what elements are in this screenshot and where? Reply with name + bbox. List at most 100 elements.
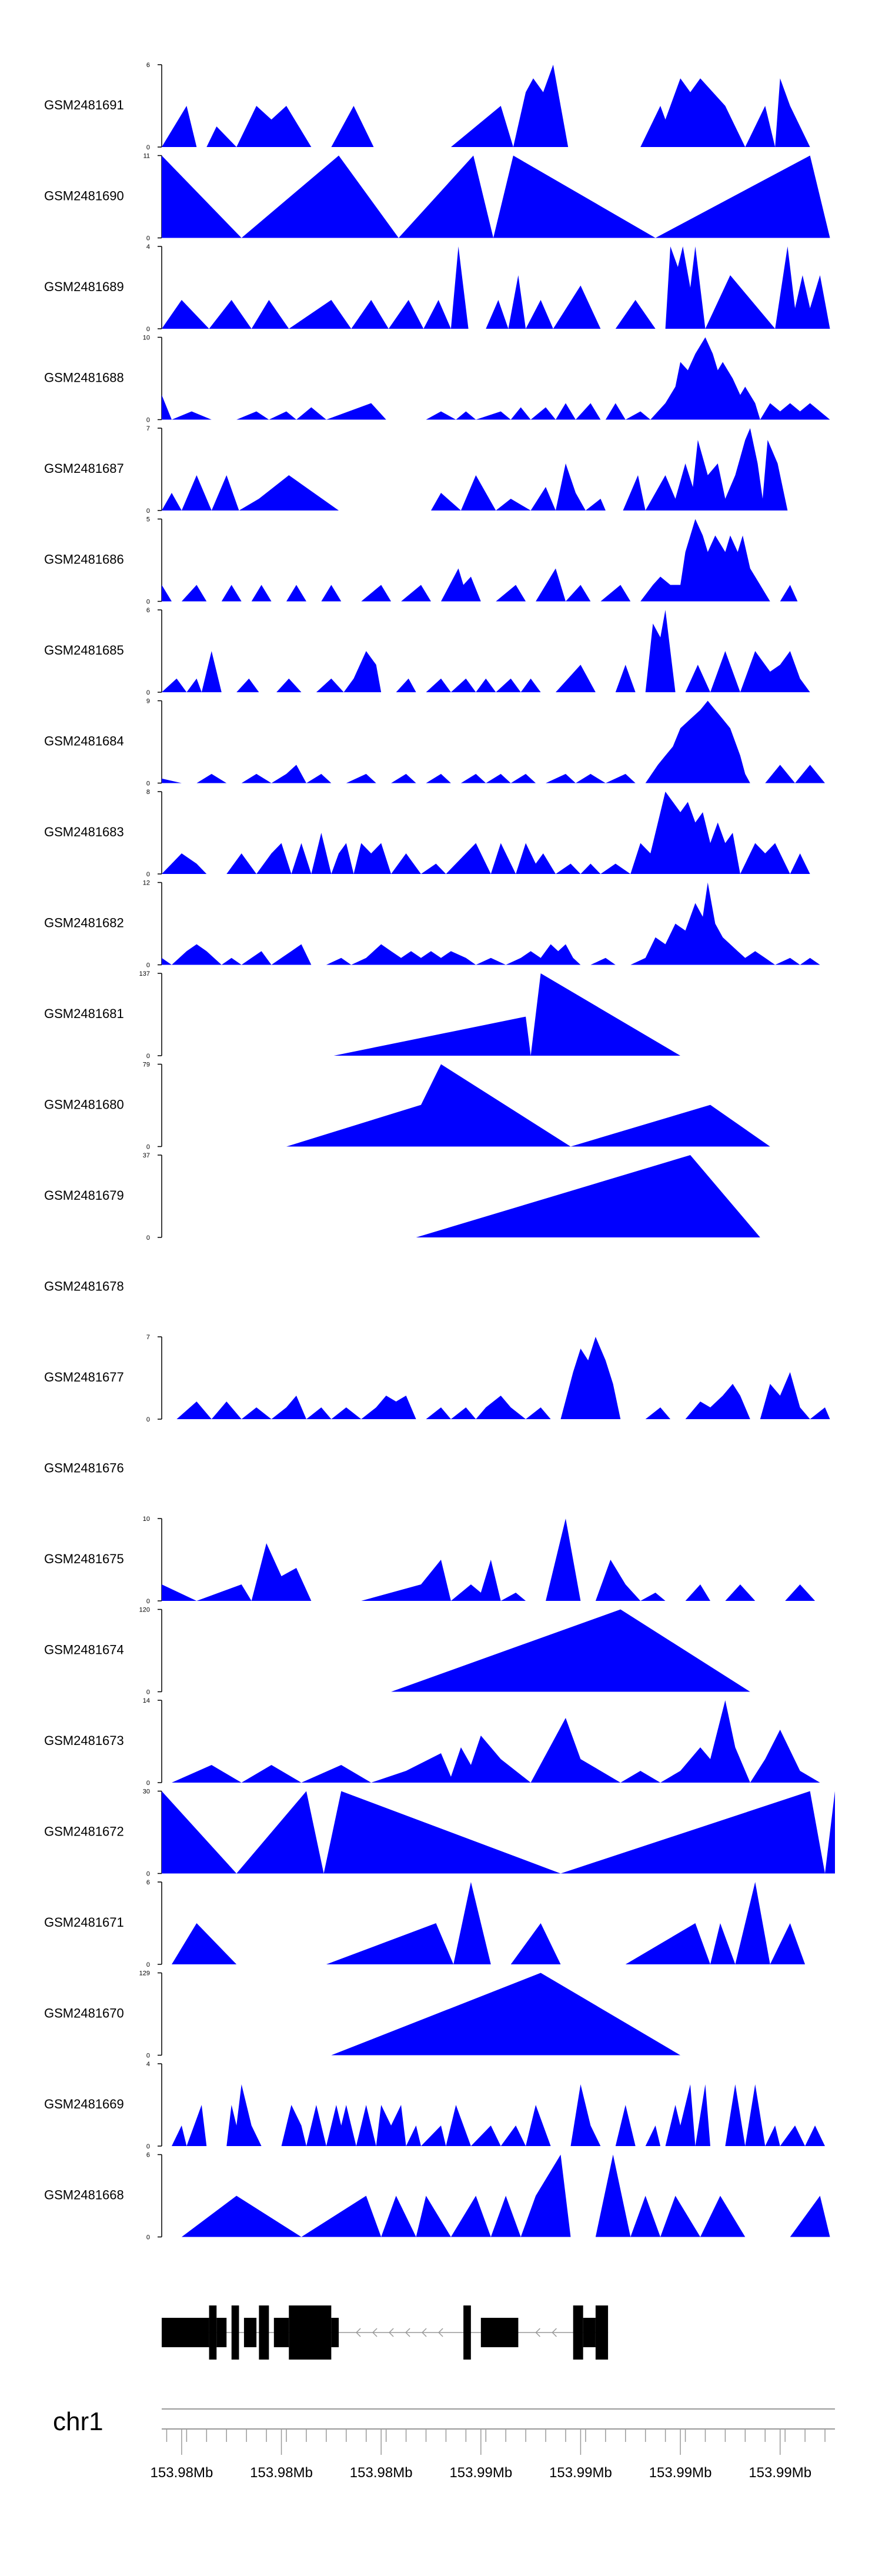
strand-arrow bbox=[389, 2328, 394, 2337]
track-GSM2481674: GSM2481674 120 0 bbox=[44, 1607, 750, 1696]
track-GSM2481670: GSM2481670 129 0 bbox=[44, 1970, 681, 2060]
coverage-area bbox=[391, 1609, 750, 1692]
track-GSM2481677: GSM2481677 7 0 bbox=[44, 1334, 830, 1423]
track-GSM2481668: GSM2481668 6 0 bbox=[44, 2152, 830, 2241]
coverage-area bbox=[162, 519, 810, 602]
y-axis-max-label: 9 bbox=[146, 698, 150, 705]
y-axis-min-label: 0 bbox=[146, 508, 150, 515]
strand-arrow bbox=[438, 2328, 443, 2337]
y-axis-max-label: 11 bbox=[143, 153, 150, 160]
track-GSM2481684: GSM2481684 9 0 bbox=[44, 698, 825, 788]
track-label: GSM2481681 bbox=[44, 1006, 124, 1021]
exon bbox=[289, 2305, 332, 2360]
coverage-area bbox=[162, 1519, 816, 1601]
exon bbox=[331, 2318, 339, 2347]
y-axis-max-label: 14 bbox=[143, 1697, 150, 1704]
x-axis-tick-label: 153.99Mb bbox=[549, 2465, 612, 2481]
y-axis-max-label: 10 bbox=[143, 335, 150, 342]
y-axis-min-label: 0 bbox=[146, 689, 150, 696]
y-axis-max-label: 4 bbox=[146, 2061, 150, 2068]
coverage-area bbox=[172, 2084, 825, 2146]
y-axis-min-label: 0 bbox=[146, 1144, 150, 1151]
track-GSM2481683: GSM2481683 8 0 bbox=[44, 789, 810, 878]
coverage-area bbox=[176, 1337, 830, 1419]
exon bbox=[209, 2305, 217, 2360]
coverage-area bbox=[162, 700, 825, 783]
y-axis-max-label: 6 bbox=[146, 607, 150, 614]
track-label: GSM2481673 bbox=[44, 1733, 124, 1748]
y-axis-min-label: 0 bbox=[146, 1961, 150, 1968]
track-GSM2481687: GSM2481687 7 0 bbox=[44, 425, 810, 515]
y-axis-max-label: 6 bbox=[146, 1879, 150, 1886]
coverage-area bbox=[162, 337, 830, 420]
track-GSM2481681: GSM2481681 137 0 bbox=[44, 970, 681, 1060]
exon bbox=[595, 2305, 609, 2360]
track-label: GSM2481684 bbox=[44, 734, 124, 749]
track-label: GSM2481690 bbox=[44, 189, 124, 203]
x-axis-tick-label: 153.99Mb bbox=[749, 2465, 811, 2481]
track-label: GSM2481676 bbox=[44, 1461, 124, 1476]
y-axis-min-label: 0 bbox=[146, 1416, 150, 1423]
y-axis-min-label: 0 bbox=[146, 326, 150, 333]
y-axis-max-label: 137 bbox=[139, 970, 150, 977]
exon bbox=[573, 2305, 583, 2360]
coverage-area bbox=[333, 973, 681, 1056]
coverage-area bbox=[162, 882, 820, 965]
track-GSM2481682: GSM2481682 12 0 bbox=[44, 880, 820, 969]
track-label: GSM2481683 bbox=[44, 825, 124, 839]
track-label: GSM2481688 bbox=[44, 371, 124, 385]
track-GSM2481678: GSM2481678 bbox=[44, 1279, 124, 1294]
track-GSM2481690: GSM2481690 11 0 bbox=[44, 153, 830, 242]
y-axis-min-label: 0 bbox=[146, 599, 150, 606]
coverage-area bbox=[162, 428, 810, 510]
y-axis-max-label: 5 bbox=[146, 516, 150, 523]
y-axis-max-label: 7 bbox=[146, 425, 150, 432]
y-axis-min-label: 0 bbox=[146, 1780, 150, 1787]
y-axis-max-label: 79 bbox=[143, 1062, 150, 1069]
track-GSM2481679: GSM2481679 37 0 bbox=[44, 1152, 760, 1242]
coverage-area bbox=[162, 610, 810, 692]
coverage-area bbox=[172, 1882, 806, 1964]
y-axis-min-label: 0 bbox=[146, 1053, 150, 1060]
track-GSM2481686: GSM2481686 5 0 bbox=[44, 516, 810, 606]
strand-arrow bbox=[356, 2328, 361, 2337]
coverage-area bbox=[162, 246, 830, 329]
track-GSM2481669: GSM2481669 4 0 bbox=[44, 2061, 825, 2150]
coverage-area bbox=[286, 1064, 770, 1147]
track-GSM2481673: GSM2481673 14 0 bbox=[44, 1697, 820, 1787]
exon bbox=[273, 2318, 289, 2347]
track-GSM2481689: GSM2481689 4 0 bbox=[44, 243, 830, 333]
track-GSM2481671: GSM2481671 6 0 bbox=[44, 1879, 806, 1968]
x-axis-tick-label: 153.98Mb bbox=[250, 2465, 313, 2481]
y-axis-max-label: 37 bbox=[143, 1152, 150, 1159]
y-axis-min-label: 0 bbox=[146, 2143, 150, 2150]
strand-arrow bbox=[552, 2328, 557, 2337]
exon bbox=[231, 2305, 239, 2360]
x-axis-tick-label: 153.98Mb bbox=[350, 2465, 413, 2481]
track-label: GSM2481691 bbox=[44, 98, 124, 112]
y-axis-max-label: 12 bbox=[143, 880, 150, 887]
coverage-tracks: GSM248169160GSM2481690110GSM248168940GSM… bbox=[44, 62, 835, 2241]
coverage-area bbox=[331, 1973, 681, 2056]
strand-arrow bbox=[372, 2328, 377, 2337]
coverage-area bbox=[416, 1155, 760, 1237]
track-label: GSM2481686 bbox=[44, 552, 124, 567]
track-label: GSM2481672 bbox=[44, 1824, 124, 1839]
x-axis-tick-label: 153.98Mb bbox=[151, 2465, 213, 2481]
y-axis-max-label: 6 bbox=[146, 62, 150, 69]
track-label: GSM2481679 bbox=[44, 1188, 124, 1203]
y-axis-max-label: 8 bbox=[146, 789, 150, 796]
strand-arrow bbox=[405, 2328, 410, 2337]
y-axis-min-label: 0 bbox=[146, 2053, 150, 2060]
track-label: GSM2481677 bbox=[44, 1370, 124, 1384]
track-GSM2481675: GSM2481675 10 0 bbox=[44, 1516, 816, 1605]
track-label: GSM2481671 bbox=[44, 1915, 124, 1930]
exon bbox=[463, 2305, 471, 2360]
track-label: GSM2481680 bbox=[44, 1097, 124, 1112]
track-label: GSM2481678 bbox=[44, 1279, 124, 1294]
coverage-area bbox=[162, 792, 810, 874]
coverage-area bbox=[172, 1700, 820, 1783]
track-GSM2481691: GSM2481691 6 0 bbox=[44, 62, 810, 151]
y-axis-max-label: 7 bbox=[146, 1334, 150, 1341]
